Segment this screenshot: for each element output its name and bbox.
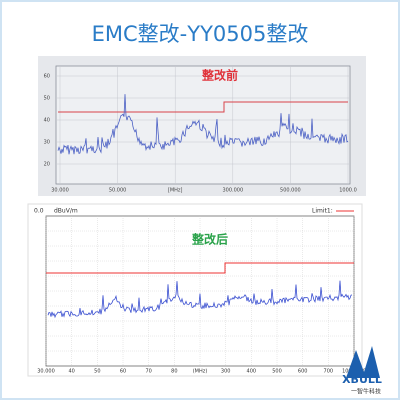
x-tick-label: (MHz) <box>193 369 208 375</box>
y-tick-label: 40 <box>44 118 50 124</box>
before-limit <box>58 101 348 113</box>
logo-sub: 一智牛科技 <box>351 388 381 396</box>
x-tick-label: 400 <box>247 369 257 375</box>
x-tick-label: 50 <box>94 369 100 375</box>
x-tick-label: 70 <box>145 369 151 375</box>
x-tick-label: 600 <box>298 369 308 375</box>
y-tick-label: 60 <box>44 74 50 80</box>
x-tick-label: 300 <box>221 369 231 375</box>
after-legend: Limit1: <box>312 208 333 215</box>
after-unit: dBuV/m <box>54 208 78 215</box>
x-tick-label: 500.000 <box>280 188 301 194</box>
after-label: 整改后 <box>191 232 228 247</box>
x-tick-label: [MHz] <box>168 188 183 194</box>
y-tick-label: 20 <box>44 162 50 168</box>
logo-brand: XBULL <box>342 373 382 386</box>
y-tick-label: 30 <box>44 140 50 146</box>
x-tick-label: 300.000 <box>222 188 243 194</box>
x-tick-label: 50.000 <box>109 188 127 194</box>
after-trace <box>47 280 353 319</box>
y-tick-label: 50 <box>44 96 50 102</box>
before-grid: 60 50 40 30 20 30.000 50.000 [MHz] 300.000 500.00… <box>44 66 357 194</box>
x-tick-label: 60 <box>120 369 126 375</box>
x-tick-label: 1000.0 <box>339 188 357 194</box>
before-trace <box>57 94 349 155</box>
title: EMC整改-YY0505整改 <box>92 22 309 46</box>
after-limit <box>46 262 354 274</box>
x-tick-label: 40 <box>68 369 74 375</box>
x-tick-label: 80 <box>171 369 177 375</box>
x-tick-label: 500 <box>272 369 282 375</box>
logo-mark <box>346 346 380 378</box>
after-y-top: 0.0 <box>34 208 44 215</box>
x-tick-label: 30.000 <box>37 369 55 375</box>
x-tick-label: 30.000 <box>51 188 69 194</box>
before-label: 整改前 <box>201 68 238 83</box>
x-tick-label: 700 <box>324 369 334 375</box>
